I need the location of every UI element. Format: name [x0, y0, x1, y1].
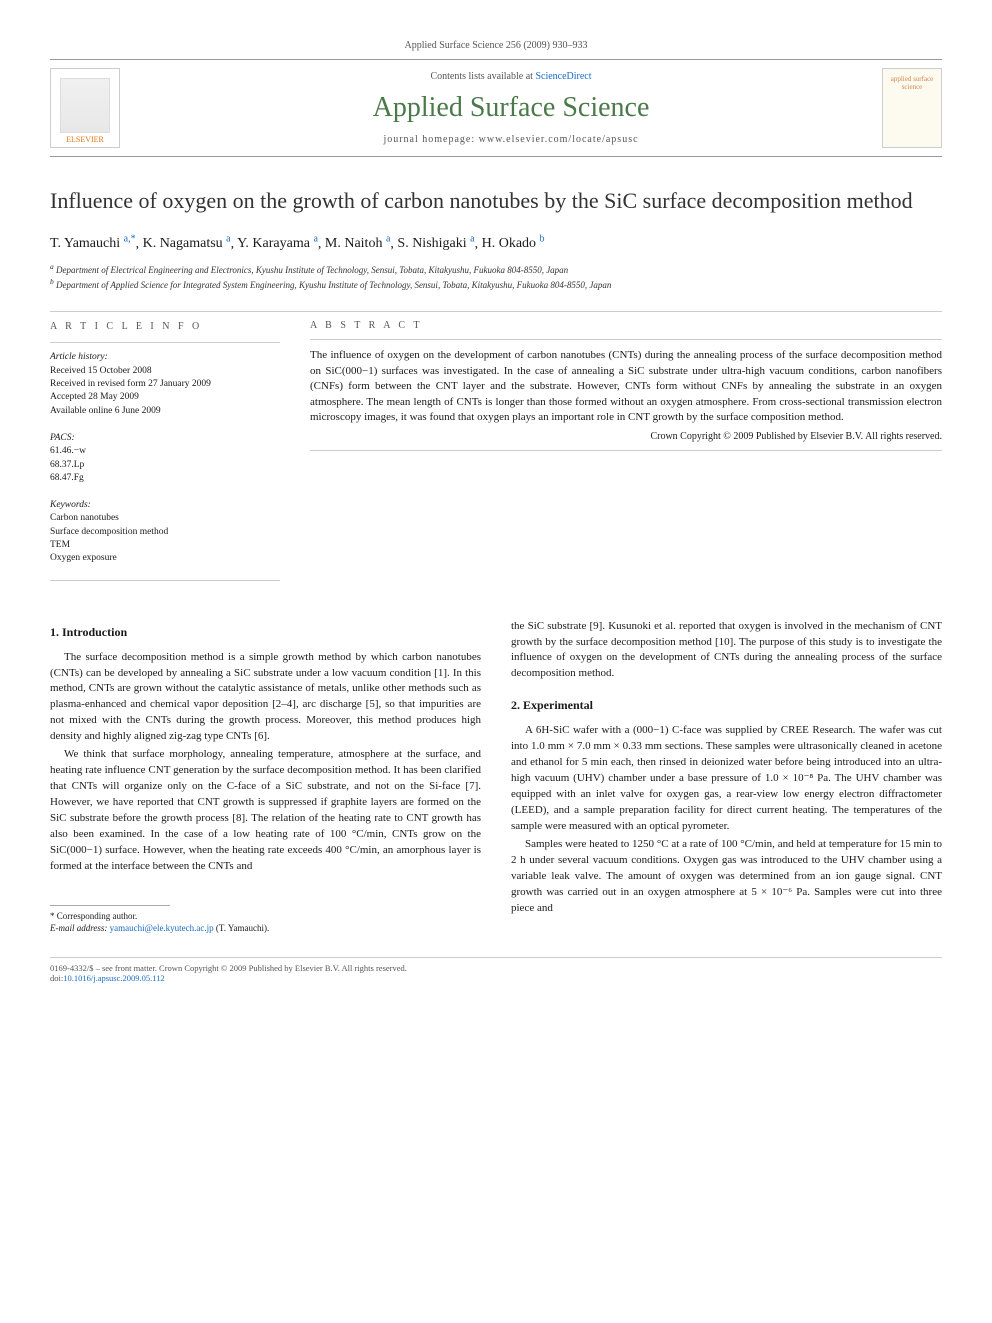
sciencedirect-link[interactable]: ScienceDirect [535, 71, 591, 82]
left-column: 1. Introduction The surface decompositio… [50, 619, 481, 935]
article-title: Influence of oxygen on the growth of car… [50, 187, 942, 216]
corresponding-author-footnote: * Corresponding author. E-mail address: … [50, 910, 481, 935]
elsevier-text: ELSEVIER [66, 135, 104, 144]
author-email-link[interactable]: yamauchi@ele.kyutech.ac.jp [110, 923, 214, 933]
right-column: the SiC substrate [9]. Kusunoki et al. r… [511, 619, 942, 935]
author: H. Okado b [482, 236, 545, 251]
keyword: Oxygen exposure [50, 552, 280, 565]
homepage-url[interactable]: www.elsevier.com/locate/apsusc [479, 134, 639, 145]
elsevier-logo: ELSEVIER [50, 68, 120, 148]
doi-link[interactable]: 10.1016/j.apsusc.2009.05.112 [63, 973, 164, 983]
keyword: Surface decomposition method [50, 526, 280, 539]
section-heading-intro: 1. Introduction [50, 625, 481, 640]
journal-name: Applied Surface Science [140, 92, 882, 124]
pacs-code: 61.46.−w [50, 445, 280, 458]
abstract-copyright: Crown Copyright © 2009 Published by Else… [310, 431, 942, 442]
contents-line: Contents lists available at ScienceDirec… [140, 71, 882, 82]
page-footer: 0169-4332/$ – see front matter. Crown Co… [50, 957, 942, 983]
body-paragraph: Samples were heated to 1250 °C at a rate… [511, 837, 942, 917]
history-label: Article history: [50, 351, 280, 364]
keyword: Carbon nanotubes [50, 512, 280, 525]
journal-citation: Applied Surface Science 256 (2009) 930–9… [50, 40, 942, 51]
history-item: Available online 6 June 2009 [50, 405, 280, 418]
divider [50, 311, 942, 312]
body-paragraph: the SiC substrate [9]. Kusunoki et al. r… [511, 619, 942, 683]
body-paragraph: A 6H-SiC wafer with a (000−1) C-face was… [511, 723, 942, 835]
author-list: T. Yamauchi a,*, K. Nagamatsu a, Y. Kara… [50, 234, 942, 253]
affiliations: a Department of Electrical Engineering a… [50, 262, 942, 291]
author: M. Naitoh a [325, 236, 391, 251]
keywords-label: Keywords: [50, 499, 280, 512]
article-info-sidebar: A R T I C L E I N F O Article history: R… [50, 320, 280, 588]
abstract-section: A B S T R A C T The influence of oxygen … [310, 320, 942, 588]
journal-homepage: journal homepage: www.elsevier.com/locat… [140, 134, 882, 145]
author: Y. Karayama a [237, 236, 318, 251]
history-item: Accepted 28 May 2009 [50, 391, 280, 404]
author: T. Yamauchi a,* [50, 236, 136, 251]
article-info-heading: A R T I C L E I N F O [50, 320, 280, 334]
history-item: Received in revised form 27 January 2009 [50, 378, 280, 391]
journal-header: ELSEVIER Contents lists available at Sci… [50, 59, 942, 157]
keyword: TEM [50, 539, 280, 552]
body-paragraph: The surface decomposition method is a si… [50, 650, 481, 746]
journal-cover-thumbnail: applied surface science [882, 68, 942, 148]
pacs-label: PACS: [50, 432, 280, 445]
pacs-code: 68.37.Lp [50, 459, 280, 472]
body-paragraph: We think that surface morphology, anneal… [50, 747, 481, 875]
section-heading-experimental: 2. Experimental [511, 698, 942, 713]
history-item: Received 15 October 2008 [50, 365, 280, 378]
abstract-text: The influence of oxygen on the developme… [310, 348, 942, 425]
pacs-code: 68.47.Fg [50, 472, 280, 485]
abstract-heading: A B S T R A C T [310, 320, 942, 331]
article-body: 1. Introduction The surface decompositio… [50, 619, 942, 935]
author: S. Nishigaki a [397, 236, 474, 251]
author: K. Nagamatsu a [143, 236, 231, 251]
elsevier-tree-icon [60, 78, 110, 133]
footnote-divider [50, 905, 170, 906]
